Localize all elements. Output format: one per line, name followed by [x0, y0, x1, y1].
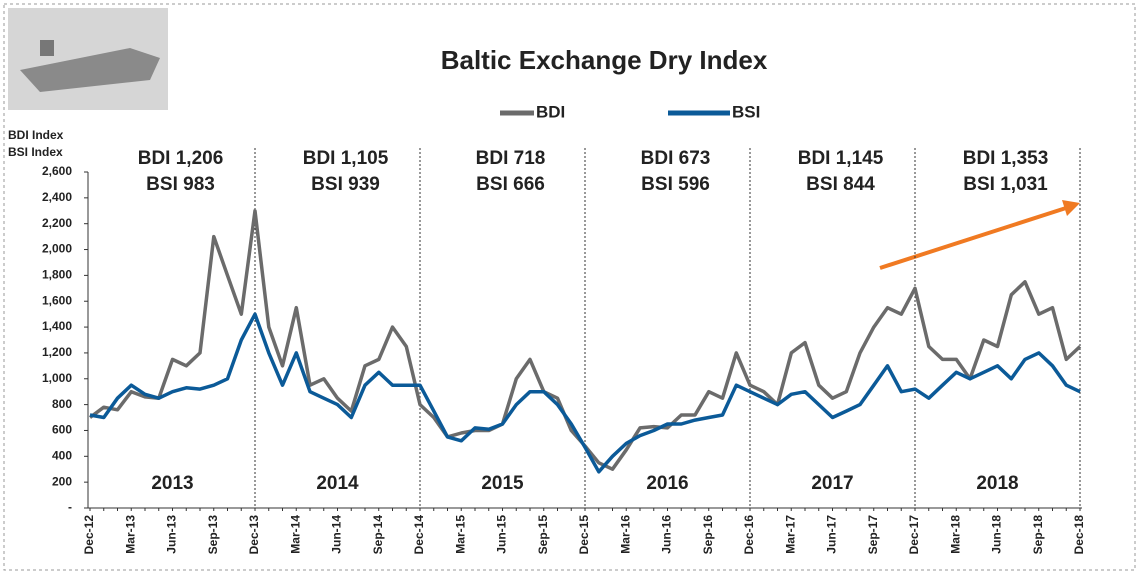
y-tick-label: -: [68, 500, 72, 514]
x-tick-label: Jun-18: [990, 515, 1004, 554]
x-tick-label: Mar-18: [948, 515, 962, 554]
x-tick-label: Sep-16: [701, 515, 715, 555]
legend-label: BDI: [536, 102, 565, 121]
x-tick-label: Dec-17: [907, 515, 921, 555]
x-tick-label: Jun-13: [165, 515, 179, 554]
y-tick-label: 400: [52, 448, 72, 462]
y-axis-label: BSI Index: [8, 145, 63, 159]
annotation: BDI 1,145: [798, 148, 884, 169]
x-tick-label: Dec-18: [1072, 515, 1086, 555]
y-tick-label: 2,200: [42, 216, 72, 230]
x-tick-label: Sep-13: [206, 515, 220, 555]
ship-image: [8, 8, 168, 110]
annotation: BDI 718: [476, 148, 546, 169]
annotation: BSI 983: [146, 174, 215, 195]
x-tick-label: Mar-17: [783, 515, 797, 554]
y-tick-label: 2,000: [42, 242, 72, 256]
legend-label: BSI: [732, 102, 760, 121]
annotation: BDI 1,206: [138, 148, 224, 169]
x-tick-label: Sep-18: [1031, 515, 1045, 555]
annotation: BSI 939: [311, 174, 380, 195]
annotation: BSI 666: [476, 174, 545, 195]
y-axis-label: BDI Index: [8, 128, 64, 142]
y-tick-label: 1,000: [42, 371, 72, 385]
y-tick-label: 200: [52, 474, 72, 488]
y-tick-label: 2,400: [42, 190, 72, 204]
year-label: 2017: [811, 473, 853, 494]
x-tick-label: Sep-15: [536, 515, 550, 555]
x-tick-label: Dec-15: [577, 515, 591, 555]
y-tick-label: 800: [52, 397, 72, 411]
annotation: BSI 844: [806, 174, 875, 195]
annotation: BDI 1,353: [963, 148, 1049, 169]
x-tick-label: Sep-14: [371, 515, 385, 555]
x-tick-label: Jun-14: [330, 515, 344, 554]
annotation: BSI 596: [641, 174, 710, 195]
x-tick-label: Mar-16: [618, 515, 632, 554]
year-label: 2018: [976, 473, 1018, 494]
x-tick-label: Mar-15: [453, 515, 467, 554]
year-label: 2015: [481, 473, 524, 494]
year-label: 2014: [316, 473, 359, 494]
frame: [3, 3, 1136, 571]
x-tick-label: Sep-17: [866, 515, 880, 555]
year-label: 2013: [151, 473, 193, 494]
x-tick-label: Dec-13: [247, 515, 261, 555]
x-tick-label: Mar-14: [288, 515, 302, 554]
y-tick-label: 600: [52, 423, 72, 437]
data-line: [89, 312, 1081, 474]
x-tick-label: Dec-16: [742, 515, 756, 555]
y-tick-label: 1,200: [42, 345, 72, 359]
trend-arrow: [879, 200, 1080, 270]
x-tick-label: Dec-14: [412, 515, 426, 555]
x-tick-label: Mar-13: [123, 515, 137, 554]
chart-title: Baltic Exchange Dry Index: [441, 45, 768, 75]
y-tick-label: 1,600: [42, 293, 72, 307]
y-tick-label: 1,400: [42, 319, 72, 333]
x-tick-label: Dec-12: [82, 515, 96, 555]
x-tick-label: Jun-15: [495, 515, 509, 554]
x-tick-label: Jun-17: [825, 515, 839, 554]
annotation: BDI 673: [641, 148, 711, 169]
annotation: BSI 1,031: [963, 174, 1048, 195]
y-tick-label: 1,800: [42, 268, 72, 282]
x-tick-label: Jun-16: [660, 515, 674, 554]
y-tick-label: 2,600: [42, 164, 72, 178]
annotation: BDI 1,105: [303, 148, 389, 169]
year-label: 2016: [646, 473, 688, 494]
